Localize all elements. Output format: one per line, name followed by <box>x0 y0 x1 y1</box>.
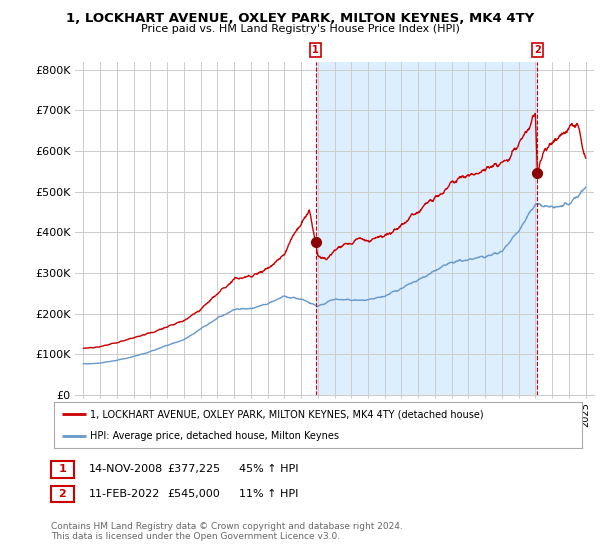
Text: 1: 1 <box>59 464 66 474</box>
Text: 11-FEB-2022: 11-FEB-2022 <box>89 489 160 499</box>
Text: 1, LOCKHART AVENUE, OXLEY PARK, MILTON KEYNES, MK4 4TY (detached house): 1, LOCKHART AVENUE, OXLEY PARK, MILTON K… <box>90 409 484 419</box>
Text: 2: 2 <box>534 45 541 55</box>
Text: 1: 1 <box>312 45 319 55</box>
Text: 14-NOV-2008: 14-NOV-2008 <box>89 464 163 474</box>
Text: 11% ↑ HPI: 11% ↑ HPI <box>239 489 298 499</box>
Text: 1, LOCKHART AVENUE, OXLEY PARK, MILTON KEYNES, MK4 4TY: 1, LOCKHART AVENUE, OXLEY PARK, MILTON K… <box>66 12 534 25</box>
Text: £545,000: £545,000 <box>167 489 220 499</box>
Text: Contains HM Land Registry data © Crown copyright and database right 2024.
This d: Contains HM Land Registry data © Crown c… <box>51 522 403 542</box>
Bar <box>316 62 538 395</box>
Text: Price paid vs. HM Land Registry's House Price Index (HPI): Price paid vs. HM Land Registry's House … <box>140 24 460 34</box>
Text: £377,225: £377,225 <box>167 464 220 474</box>
Text: 45% ↑ HPI: 45% ↑ HPI <box>239 464 298 474</box>
Text: HPI: Average price, detached house, Milton Keynes: HPI: Average price, detached house, Milt… <box>90 431 339 441</box>
Text: 2: 2 <box>59 489 66 499</box>
